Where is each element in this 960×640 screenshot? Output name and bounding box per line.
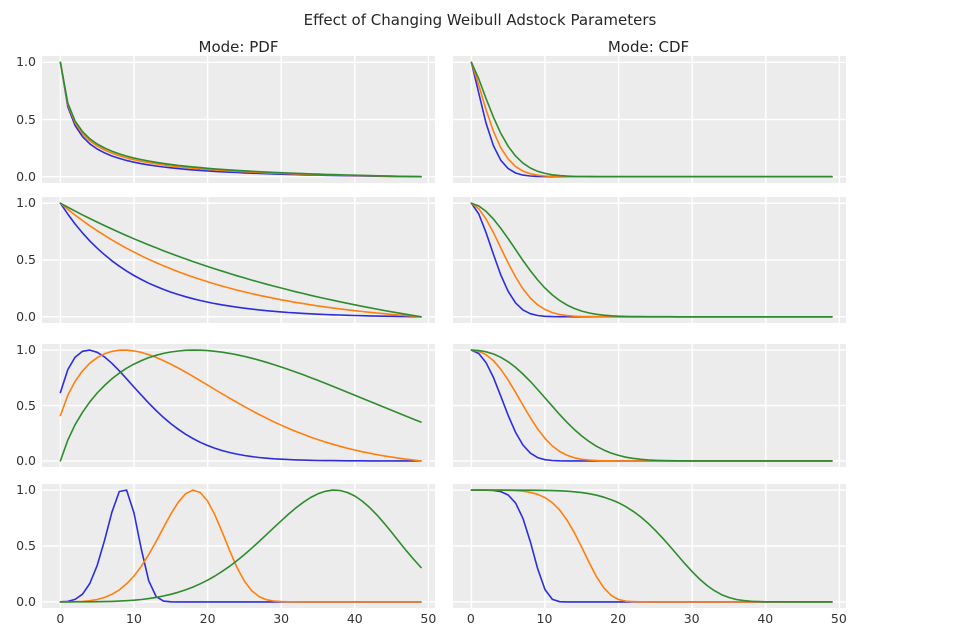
y-tick-label-row2-0.0: 0.0 [16,308,36,324]
x-tick-label-pdf-50: 50 [420,611,437,626]
curve-cdf-shape-5-scale=40 [470,489,833,603]
x-tick-label-cdf-0: 0 [466,611,475,626]
y-tick-label-row1-0.5: 0.5 [16,111,36,127]
curve-pdf-shape-1.5-scale=40 [59,349,422,462]
column-title-cdf: Mode: CDF [607,38,690,56]
y-tick-label-row2-0.5: 0.5 [16,252,36,267]
column-title-pdf: Mode: PDF [198,38,279,56]
curve-cdf-shape-1.5-scale=40 [470,349,833,462]
x-tick-label-pdf-10: 10 [126,611,142,626]
subplot-pdf-shape-1 [42,197,435,323]
curve-cdf-shape-1-scale=40 [470,202,833,318]
subplot-cdf-shape-0.5 [452,56,846,183]
y-tick-label-row3-1.0: 1.0 [16,342,36,358]
y-tick-label-row2-1.0: 1.0 [16,195,36,211]
subplot-cdf-shape-1.5 [452,344,846,467]
y-tick-label-row4-0.0: 0.0 [16,593,36,609]
y-tick-label-row1-1.0: 1.0 [16,54,36,70]
curve-cdf-shape-0.5-scale=40 [470,61,833,178]
y-tick-label-row1-0.0: 0.0 [16,168,36,184]
subplot-pdf-shape-5 [42,484,435,608]
x-tick-label-cdf-40: 40 [757,611,774,626]
x-tick-label-pdf-40: 40 [346,611,363,626]
x-tick-label-cdf-50: 50 [830,611,847,626]
x-tick-label-pdf-0: 0 [56,611,65,626]
curve-pdf-shape-1-scale=10 [59,202,422,318]
curve-pdf-shape-0.5-scale=40 [59,61,422,178]
subplot-pdf-shape-0.5 [42,56,435,183]
x-tick-label-cdf-10: 10 [536,611,553,626]
curve-pdf-shape-1-scale=40 [59,202,422,318]
figure-title: Effect of Changing Weibull Adstock Param… [303,11,657,29]
x-tick-label-cdf-20: 20 [610,611,627,626]
subplot-cdf-shape-5 [452,484,846,608]
curve-pdf-shape-1-scale=20 [59,202,422,318]
curve-pdf-shape-5-scale=20 [59,489,422,603]
subplot-cdf-shape-1 [452,197,846,323]
x-tick-label-pdf-30: 30 [273,611,290,626]
subplot-pdf-shape-1.5 [42,344,435,467]
y-tick-label-row3-0.0: 0.0 [16,452,36,468]
curve-pdf-shape-1.5-scale=20 [59,349,422,462]
y-tick-label-row3-0.5: 0.5 [16,397,36,413]
y-tick-label-row4-1.0: 1.0 [16,482,36,498]
x-tick-label-cdf-30: 30 [683,611,700,626]
y-tick-label-row4-0.5: 0.5 [16,538,36,553]
x-tick-label-pdf-20: 20 [199,611,216,626]
curve-pdf-shape-5-scale=40 [59,489,422,603]
